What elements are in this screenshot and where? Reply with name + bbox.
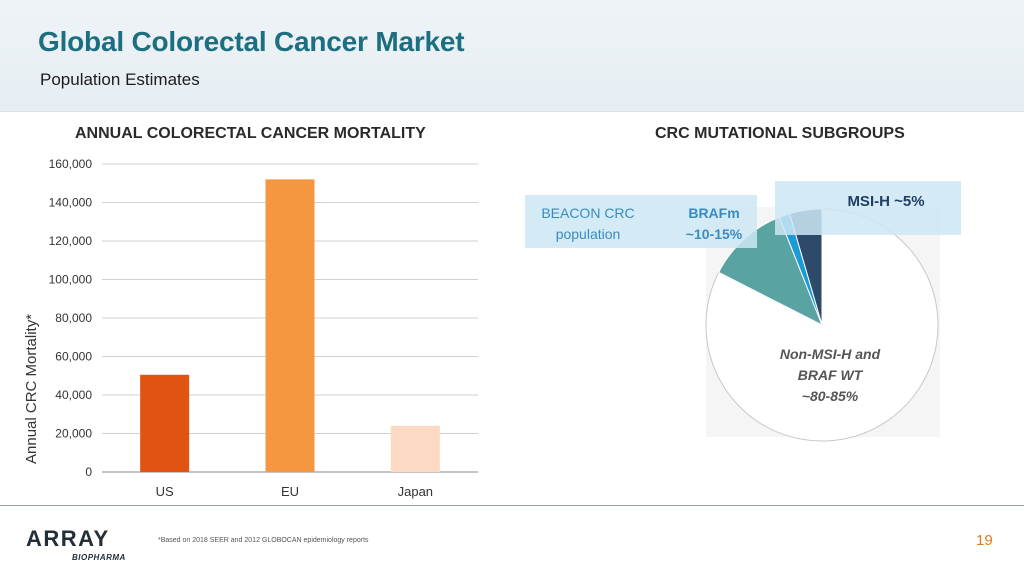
bar-japan: [390, 425, 440, 472]
y-tick-label: 80,000: [55, 311, 92, 325]
pie-slice-wt: [705, 208, 939, 442]
bar-us: [140, 374, 190, 472]
y-tick-label: 0: [85, 465, 92, 479]
pie-chart-title: CRC MUTATIONAL SUBGROUPS: [655, 125, 905, 142]
brafm-label-line2: ~10-15%: [686, 226, 743, 242]
slide-header: Global Colorectal Cancer Market Populati…: [0, 0, 1024, 112]
logo-wordmark: ARRAY: [26, 526, 110, 551]
footer-divider: [0, 505, 1024, 506]
x-tick-label: US: [156, 484, 174, 499]
y-axis-label: Annual CRC Mortality*: [23, 314, 40, 464]
pie-chart: BEACON CRC population BRAFm ~10-15% MSI-…: [525, 181, 961, 442]
wt-label-line2: BRAF WT: [798, 367, 864, 383]
footnote: *Based on 2018 SEER and 2012 GLOBOCAN ep…: [158, 537, 369, 544]
wt-label-line3: ~80-85%: [802, 388, 859, 404]
y-tick-label: 120,000: [49, 234, 93, 248]
y-tick-label: 60,000: [55, 350, 92, 364]
y-tick-label: 160,000: [49, 157, 93, 171]
bar-eu: [265, 179, 315, 472]
page-number: 19: [976, 532, 993, 549]
brafm-label-line1: BRAFm: [688, 205, 739, 221]
bar-chart: Annual CRC Mortality* 0 20,000 40,000 60,00…: [23, 157, 478, 499]
y-tick-label: 40,000: [55, 388, 92, 402]
beacon-callout-box: [525, 195, 757, 248]
msih-callout-box: [775, 181, 961, 235]
bar-chart-title: ANNUAL COLORECTAL CANCER MORTALITY: [75, 125, 426, 142]
x-tick-label: EU: [281, 484, 299, 499]
array-biopharma-logo: ARRAY BIOPHARMA: [26, 526, 126, 562]
y-tick-label: 100,000: [49, 273, 93, 287]
slide-title: Global Colorectal Cancer Market: [38, 26, 465, 57]
logo-tagline: BIOPHARMA: [72, 553, 126, 562]
y-tick-label: 20,000: [55, 427, 92, 441]
beacon-label-line1: BEACON CRC: [541, 205, 634, 221]
wt-label-line1: Non-MSI-H and: [780, 346, 881, 362]
msih-label: MSI-H ~5%: [847, 193, 924, 210]
beacon-label-line2: population: [556, 226, 621, 242]
y-tick-label: 140,000: [49, 196, 93, 210]
x-tick-label: Japan: [398, 484, 433, 499]
slide-subtitle: Population Estimates: [40, 70, 200, 89]
